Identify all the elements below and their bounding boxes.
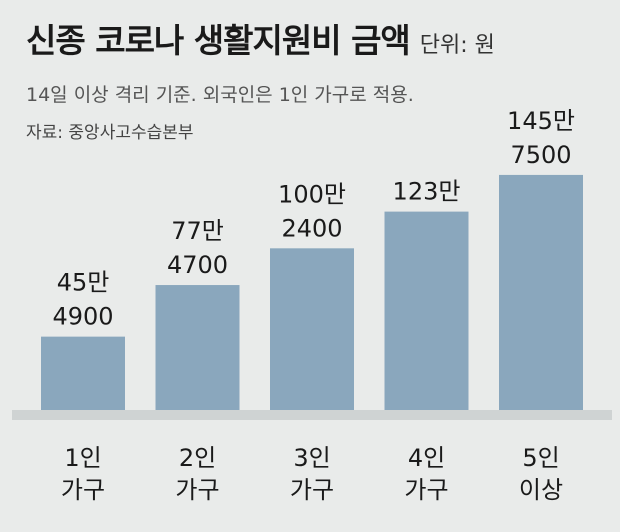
category-label-5-line-1: 5인: [522, 444, 559, 472]
bar-3: [270, 248, 354, 410]
bars-group: [41, 174, 583, 410]
bar-2: [155, 285, 240, 410]
value-label-3-line-2: 2400: [281, 214, 342, 242]
bar-1: [41, 336, 125, 410]
value-label-4-line-1: 123만: [393, 178, 461, 206]
value-label-1-line-2: 4900: [52, 303, 113, 331]
chart-baseline: [12, 410, 612, 420]
category-label-3-line-1: 3인: [293, 444, 330, 472]
chart-title-text: 신종 코로나 생활지원비 금액: [26, 21, 411, 60]
category-label-2-line-1: 2인: [179, 444, 216, 472]
category-label-1-line-1: 1인: [64, 444, 101, 472]
value-label-5-line-1: 145만: [507, 107, 575, 135]
category-label-4-line-2: 가구: [404, 476, 448, 504]
category-label-5-line-2: 이상: [519, 476, 563, 504]
chart-subtitle: 14일 이상 격리 기준. 외국인은 1인 가구로 적용.: [26, 84, 414, 106]
category-label-4-line-1: 4인: [408, 444, 445, 472]
value-label-1-line-1: 45만: [57, 269, 110, 297]
chart-title: 신종 코로나 생활지원비 금액 단위: 원: [26, 14, 495, 62]
category-label-2-line-2: 가구: [175, 476, 219, 504]
value-label-5-line-2: 7500: [510, 141, 571, 169]
category-label-3-line-2: 가구: [290, 476, 334, 504]
category-label-1-line-2: 가구: [61, 476, 105, 504]
unit-label: 단위: 원: [419, 33, 495, 58]
bar-5: [499, 174, 583, 410]
value-label-2-line-2: 4700: [167, 251, 228, 279]
value-label-3-line-1: 100만: [278, 180, 346, 208]
source-note: 자료: 중앙사고수습본부: [26, 123, 194, 143]
bar-4: [384, 211, 469, 410]
value-labels-group: 45만 4900 77만 4700 100만 2400 123만 145만 7500: [52, 107, 574, 331]
value-label-2-line-1: 77만: [171, 217, 224, 245]
